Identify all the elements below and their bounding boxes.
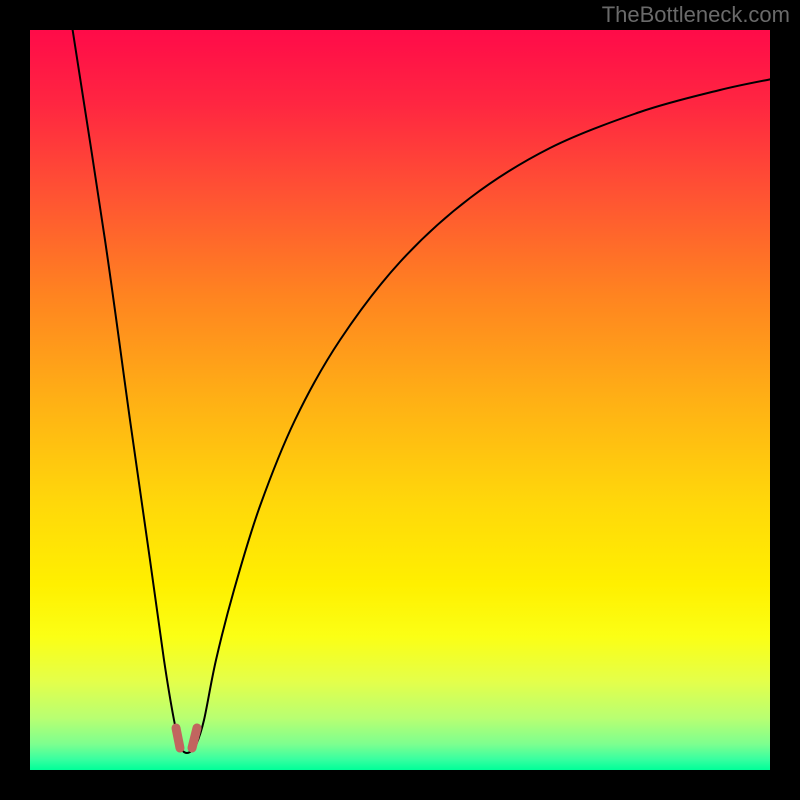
figure-root: TheBottleneck.com [0,0,800,800]
optimal-range-marker [176,728,197,748]
curve-layer [0,0,800,800]
bottleneck-curve [72,26,772,753]
watermark-label: TheBottleneck.com [602,2,790,28]
